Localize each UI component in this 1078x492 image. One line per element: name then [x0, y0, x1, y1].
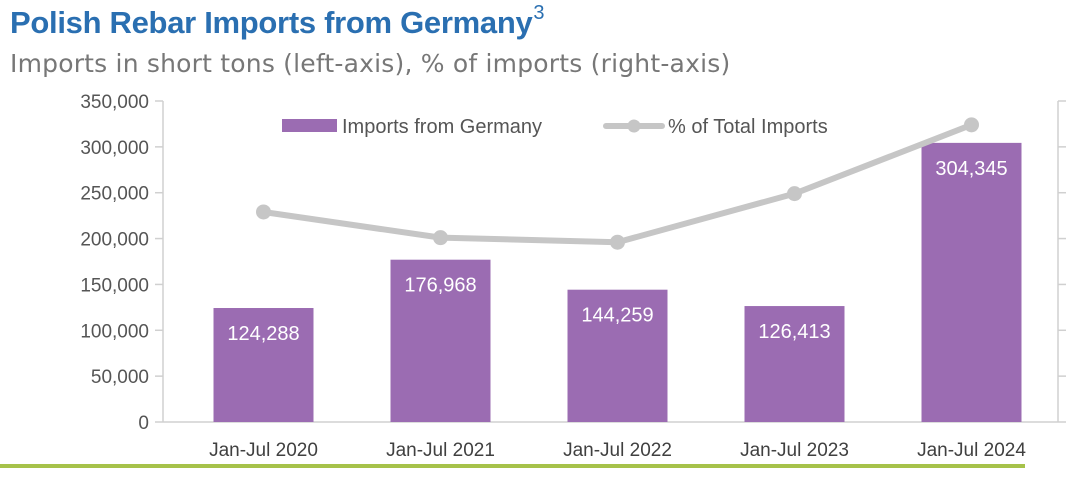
bar — [744, 306, 845, 422]
y-left-tick-label: 200,000 — [80, 230, 149, 251]
line-marker — [433, 230, 448, 246]
x-tick-label: Jan-Jul 2020 — [209, 440, 318, 461]
legend-label-line: % of Total Imports — [668, 116, 828, 138]
y-left-tick-label: 250,000 — [80, 184, 149, 205]
legend-marker-line — [627, 119, 641, 133]
y-left-tick-label: 150,000 — [80, 275, 149, 296]
x-tick-label: Jan-Jul 2022 — [563, 440, 672, 461]
bar — [567, 289, 668, 422]
y-left-tick-label: 350,000 — [80, 92, 149, 113]
line-marker — [256, 204, 271, 220]
legend-swatch-bar — [282, 119, 337, 132]
axes: 0 50,000 100,000 150,000 200,000 250,000 300,0… — [80, 92, 1066, 461]
x-tick-label: Jan-Jul 2024 — [917, 440, 1026, 461]
line-marker — [787, 186, 802, 202]
line-marker — [610, 234, 625, 250]
bar-value-label: 304,345 — [935, 158, 1007, 180]
y-left-tick-label: 100,000 — [80, 321, 149, 342]
chart-subtitle: Imports in short tons (left-axis), % of … — [10, 49, 731, 78]
x-tick-label: Jan-Jul 2021 — [386, 440, 495, 461]
y-left-tick-label: 50,000 — [91, 367, 149, 388]
chart-title-text: Polish Rebar Imports from Germany — [10, 5, 533, 40]
bar — [390, 259, 491, 422]
title-footnote-marker: 3 — [533, 2, 545, 24]
line-series — [256, 117, 979, 250]
chart-title: Polish Rebar Imports from Germany3 — [10, 2, 545, 41]
bar — [213, 308, 314, 422]
x-tick-label: Jan-Jul 2023 — [740, 440, 849, 461]
bar-value-label: 176,968 — [404, 275, 476, 297]
bar — [921, 142, 1022, 422]
y-left-tick-label: 300,000 — [80, 138, 149, 159]
legend-label-bar: Imports from Germany — [342, 116, 542, 138]
bar-value-label: 124,288 — [227, 323, 299, 345]
y-left-tick-label: 0 — [138, 413, 149, 434]
bar-series — [213, 142, 1022, 422]
bar-value-label: 126,413 — [758, 321, 830, 343]
data-labels: 124,288 176,968 144,259 126,413 304,345 — [227, 158, 1007, 345]
bar-value-label: 144,259 — [581, 305, 653, 327]
line-path — [260, 121, 975, 246]
line-marker — [964, 117, 979, 133]
legend: Imports from Germany % of Total Imports — [282, 116, 828, 138]
